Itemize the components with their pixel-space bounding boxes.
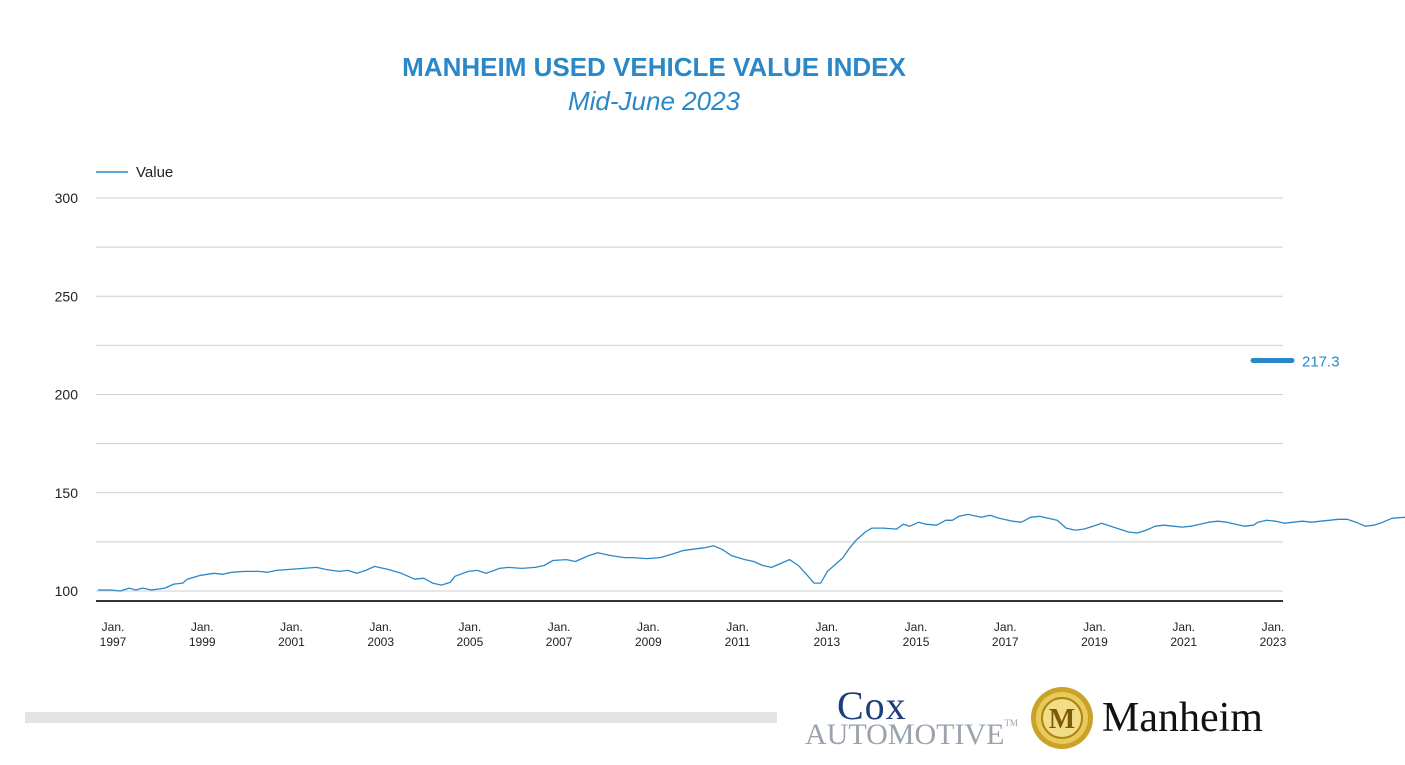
x-tick-label-2015-year: 2015: [903, 635, 930, 649]
x-tick-label-2013-year: 2013: [813, 635, 840, 649]
legend-label: Value: [136, 164, 173, 181]
cox-logo-automotive: AUTOMOTIVE: [805, 718, 1005, 751]
cox-logo-tm: TM: [1004, 718, 1018, 728]
x-tick-label-1997-year: 1997: [100, 635, 127, 649]
reference-line-label: 217.3: [1302, 354, 1340, 371]
x-tick-label-2019-month: Jan.: [1083, 620, 1106, 634]
x-tick-label-2003-month: Jan.: [369, 620, 392, 634]
x-tick-label-2019-year: 2019: [1081, 635, 1108, 649]
manheim-badge-letter: M: [1049, 704, 1075, 735]
cox-automotive-logo: Cox AUTOMOTIVETM: [805, 683, 1018, 756]
y-tick-label-100: 100: [55, 583, 79, 599]
x-tick-label-2015-month: Jan.: [905, 620, 928, 634]
x-tick-label-2001-year: 2001: [278, 635, 305, 649]
y-tick-label-250: 250: [55, 288, 79, 304]
x-tick-label-2013-month: Jan.: [815, 620, 838, 634]
x-tick-label-2001-month: Jan.: [280, 620, 303, 634]
x-tick-label-2017-month: Jan.: [994, 620, 1017, 634]
x-tick-label-2007-month: Jan.: [548, 620, 571, 634]
line-chart: 100150200250300Jan.1997Jan.1999Jan.2001J…: [55, 164, 1405, 649]
chart-title: MANHEIM USED VEHICLE VALUE INDEX: [402, 52, 906, 82]
x-tick-label-1999-month: Jan.: [191, 620, 214, 634]
x-tick-label-2005-month: Jan.: [459, 620, 482, 634]
y-tick-label-150: 150: [55, 485, 79, 501]
x-tick-label-2021-year: 2021: [1170, 635, 1197, 649]
x-tick-label-2009-month: Jan.: [637, 620, 660, 634]
y-tick-label-200: 200: [55, 387, 79, 403]
x-tick-label-1999-year: 1999: [189, 635, 216, 649]
x-tick-label-2009-year: 2009: [635, 635, 662, 649]
x-tick-label-2017-year: 2017: [992, 635, 1019, 649]
manheim-logo: M Manheim: [1030, 686, 1290, 756]
x-tick-label-2011-month: Jan.: [726, 620, 749, 634]
manheim-badge-icon: M: [1031, 687, 1093, 749]
footer-divider: [25, 712, 777, 723]
chart-subtitle: Mid-June 2023: [568, 86, 740, 116]
x-tick-label-1997-month: Jan.: [102, 620, 125, 634]
cox-logo-wordmark: Cox: [837, 683, 907, 728]
y-tick-label-300: 300: [55, 190, 79, 206]
cox-logo-subtitle: AUTOMOTIVETM: [805, 718, 1018, 752]
x-tick-label-2003-year: 2003: [367, 635, 394, 649]
x-tick-label-2023-year: 2023: [1260, 635, 1287, 649]
x-tick-label-2021-month: Jan.: [1172, 620, 1195, 634]
x-tick-label-2007-year: 2007: [546, 635, 573, 649]
manheim-wordmark: Manheim: [1102, 695, 1263, 741]
x-tick-label-2011-year: 2011: [725, 635, 751, 649]
series-line-value: [98, 513, 1405, 592]
x-tick-label-2005-year: 2005: [457, 635, 484, 649]
x-tick-label-2023-month: Jan.: [1262, 620, 1285, 634]
